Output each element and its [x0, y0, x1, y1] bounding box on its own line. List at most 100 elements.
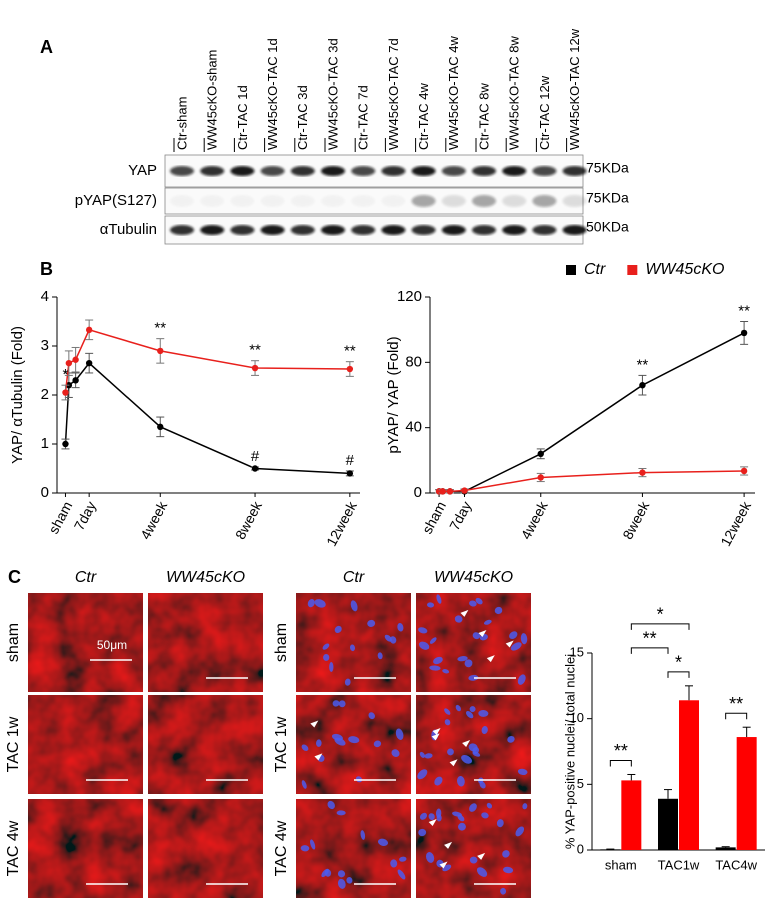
nucleus: [483, 619, 492, 625]
blot-band: [411, 166, 436, 176]
nucleus: [435, 808, 442, 819]
nucleus: [419, 812, 428, 820]
lane-label: WW45cKO-TAC 7d: [386, 38, 401, 150]
significance-bracket: [630, 623, 690, 630]
nucleus: [457, 776, 465, 787]
nucleus: [429, 665, 441, 671]
blot-band: [411, 195, 436, 207]
micrograph: [416, 799, 531, 898]
annotation: #: [346, 452, 355, 469]
blot-band: [200, 166, 225, 176]
data-point: [65, 359, 73, 367]
nucleus: [509, 631, 518, 640]
blot-band: [170, 166, 194, 176]
y-tick-label: 0: [41, 484, 49, 501]
arrowhead: [486, 655, 495, 663]
data-point: [439, 488, 446, 495]
annotation: #: [251, 448, 260, 465]
annotation: **: [344, 343, 356, 360]
blot-band: [562, 225, 587, 235]
nucleus: [472, 632, 481, 640]
nucleus: [476, 867, 488, 877]
blot-band: [321, 166, 345, 176]
blot-band: [411, 225, 436, 235]
y-axis-label: pYAP/ YAP (Fold): [385, 336, 402, 453]
series-line: [439, 332, 745, 493]
data-point: [251, 465, 259, 472]
nucleus: [507, 736, 515, 743]
column-header: Ctr: [75, 569, 97, 586]
bar: [715, 847, 736, 850]
data-point: [157, 423, 164, 431]
data-point: [461, 487, 468, 494]
arrowhead: [314, 753, 323, 761]
nucleus: [424, 753, 433, 759]
lane-label: Ctr-TAC 7d: [356, 85, 371, 150]
nucleus: [391, 749, 400, 757]
nucleus: [454, 615, 463, 623]
blot-band: [441, 225, 466, 235]
data-point: [85, 326, 93, 334]
micrograph: [296, 695, 411, 794]
blot-band: [321, 225, 345, 235]
x-tick-label: TAC1w: [658, 857, 700, 872]
data-point: [346, 470, 354, 477]
significance-label: **: [614, 741, 628, 761]
x-tick-label: 4week: [137, 498, 171, 542]
data-point: [62, 389, 69, 396]
lane-label: WW45cKO-TAC 3d: [325, 38, 340, 150]
blot-band: [230, 166, 255, 176]
nucleus: [468, 743, 478, 752]
nucleus: [478, 710, 489, 717]
nucleus: [323, 653, 330, 661]
data-point: [251, 364, 259, 372]
nucleus: [510, 642, 522, 651]
y-tick-label: 15: [570, 644, 584, 659]
significance-bracket: [609, 759, 632, 767]
blot-band: [170, 195, 194, 207]
blot-band: [351, 225, 376, 235]
x-tick-label: 8week: [619, 498, 653, 542]
nucleus: [315, 739, 322, 747]
significance-label: *: [675, 653, 682, 673]
x-tick-label: 12week: [717, 498, 754, 549]
legend-label: Ctr: [584, 261, 606, 278]
blot-band: [502, 225, 527, 235]
data-point: [72, 356, 79, 363]
nucleus: [349, 644, 356, 652]
annotation: **: [249, 342, 261, 359]
row-label: αTubulin: [100, 221, 157, 238]
data-point: [85, 359, 93, 367]
blot-band: [441, 195, 466, 207]
column-header: WW45cKO: [434, 569, 513, 586]
data-point: [72, 377, 79, 384]
nucleus: [373, 740, 382, 748]
nucleus: [502, 866, 514, 874]
nucleus: [481, 812, 489, 819]
lane-label: WW45cKO-TAC 1d: [265, 38, 280, 150]
nucleus: [469, 706, 476, 713]
lane-label: WW45cKO-TAC 8w: [507, 36, 522, 150]
data-point: [537, 450, 544, 457]
blot-band: [321, 195, 345, 207]
scale-bar-label: 50μm: [97, 638, 127, 652]
column-header: WW45cKO: [166, 569, 245, 586]
blot-band: [261, 195, 285, 207]
nucleus: [350, 600, 358, 612]
row-label: sham: [5, 623, 22, 662]
panel-label: A: [40, 37, 53, 57]
nucleus: [468, 674, 479, 681]
panel-label: C: [8, 567, 21, 587]
lane-label: Ctr-TAC 4w: [416, 82, 431, 150]
nucleus: [337, 878, 346, 889]
blot-band: [230, 195, 254, 207]
y-axis-label: % YAP-positive nuclei/ total nuclei: [562, 654, 577, 849]
nucleus: [367, 619, 376, 627]
blot-band: [290, 225, 315, 235]
x-tick-label: 12week: [323, 498, 360, 549]
nucleus: [384, 634, 392, 642]
bar: [658, 798, 678, 850]
y-tick-label: 0: [577, 841, 584, 856]
nucleus: [336, 810, 346, 816]
